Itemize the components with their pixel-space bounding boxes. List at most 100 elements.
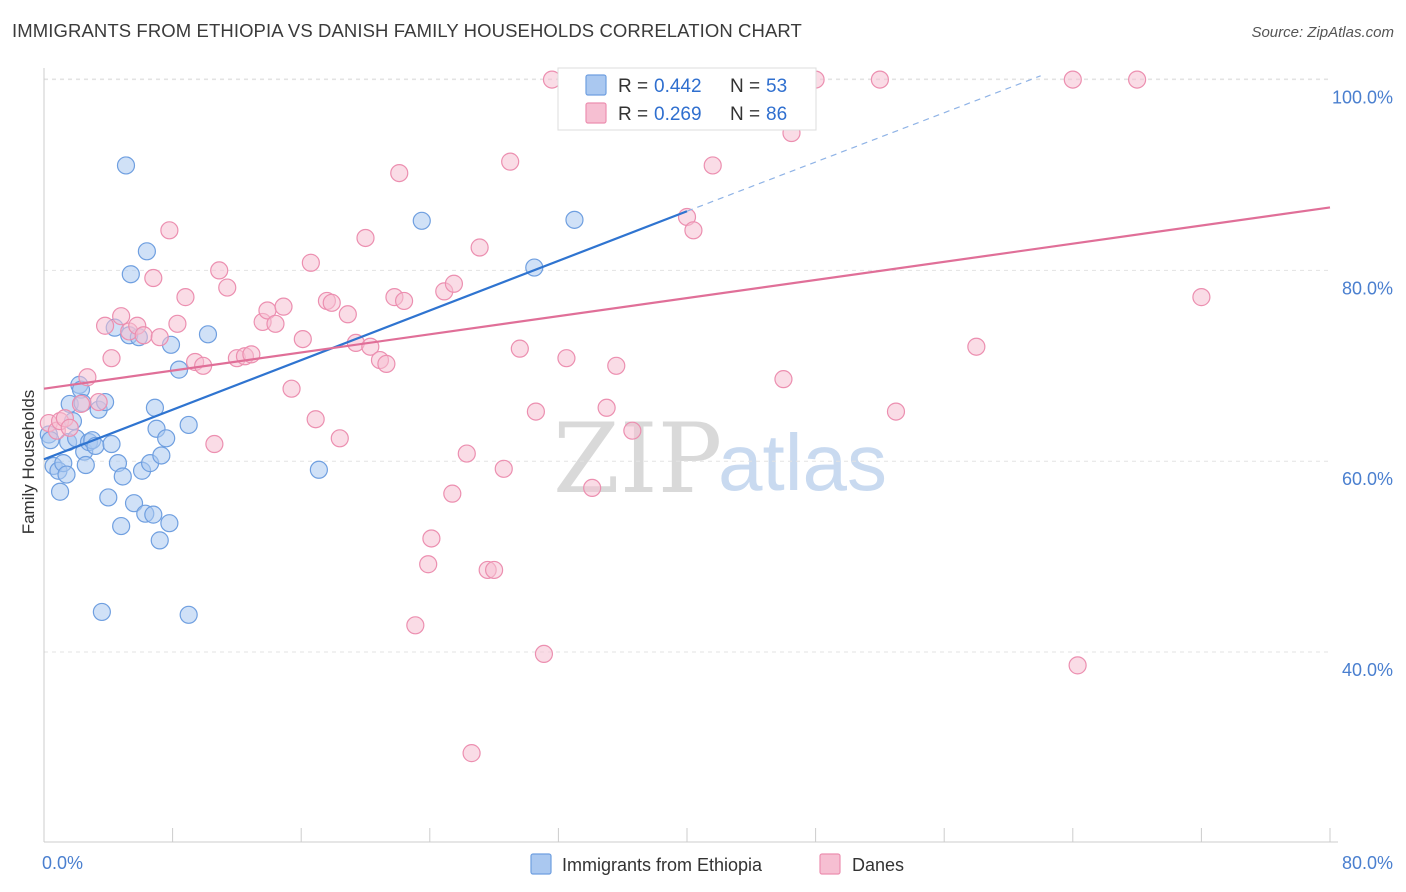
ethiopia-point-27 <box>121 265 140 284</box>
danes-point-53 <box>457 444 476 463</box>
source-label: Source: ZipAtlas.com <box>1251 24 1394 41</box>
legend-swatch-danes <box>585 102 607 124</box>
danes-point-9 <box>102 349 121 368</box>
danes-point-17 <box>168 314 187 333</box>
danes-point-40 <box>356 228 375 248</box>
trend-lines <box>43 75 1331 461</box>
danes-point-15 <box>150 328 169 347</box>
ethiopia-point-34 <box>144 505 163 524</box>
danes-point-18 <box>176 288 195 307</box>
ethiopia-point-28 <box>124 494 144 513</box>
danes-point-68 <box>623 421 642 440</box>
danes-point-82 <box>1063 70 1082 89</box>
x-tick-label-max: 80.0% <box>1342 853 1393 873</box>
danes-point-84 <box>1127 70 1147 89</box>
danes-point-38 <box>338 305 357 324</box>
danes-point-43 <box>377 354 396 373</box>
danes-point-61 <box>526 402 545 421</box>
ethiopia-point-19 <box>99 488 118 507</box>
danes-point-58 <box>494 459 513 478</box>
watermark-zip: ZIP <box>553 403 722 515</box>
danes-point-30 <box>274 297 293 316</box>
ethiopia-point-40 <box>160 514 179 533</box>
legend-swatch-ethiopia <box>585 74 607 96</box>
ethiopia-point-13 <box>76 455 95 475</box>
danes-point-60 <box>510 339 529 358</box>
y-axis-label: Family Households <box>19 390 38 535</box>
trend-line-danes <box>43 206 1331 390</box>
chart-title: IMMIGRANTS FROM ETHIOPIA VS DANISH FAMIL… <box>12 20 802 41</box>
ethiopia-point-38 <box>152 446 171 465</box>
watermark-atlas: atlas <box>718 418 887 507</box>
ethiopia-point-48 <box>565 210 584 229</box>
trend-line-ethiopia-extension <box>686 75 1041 212</box>
danes-point-36 <box>322 293 341 312</box>
legend-r-label-danes: R = <box>618 104 648 125</box>
danes-point-85 <box>1192 288 1211 307</box>
danes-point-59 <box>501 152 520 171</box>
ethiopia-point-23 <box>112 516 131 536</box>
legend-r-label-ethiopia: R = <box>618 76 648 97</box>
bottom-legend-swatch-danes <box>819 853 841 875</box>
danes-point-22 <box>210 261 229 280</box>
danes-point-10 <box>112 307 131 326</box>
danes-point-66 <box>597 398 616 417</box>
danes-point-46 <box>390 163 409 183</box>
danes-point-4 <box>60 418 79 437</box>
danes-point-80 <box>886 402 906 421</box>
ethiopia-point-32 <box>137 242 156 261</box>
danes-point-64 <box>557 349 576 368</box>
danes-point-47 <box>406 616 425 635</box>
legend-n-value-danes: 86 <box>766 104 787 125</box>
danes-point-81 <box>967 337 986 356</box>
ethiopia-point-49 <box>92 602 111 622</box>
danes-point-29 <box>266 314 285 333</box>
danes-point-34 <box>306 410 325 429</box>
bottom-legend-swatch-ethiopia <box>530 853 552 875</box>
danes-point-31 <box>282 379 301 398</box>
series-ethiopia-points <box>39 156 584 624</box>
ethiopia-point-45 <box>309 460 328 479</box>
danes-point-48 <box>419 555 438 574</box>
danes-point-21 <box>205 434 224 454</box>
y-tick-label-40: 40.0% <box>1342 660 1393 680</box>
danes-point-16 <box>160 221 179 240</box>
danes-point-5 <box>71 394 91 414</box>
danes-point-79 <box>870 70 890 89</box>
danes-point-72 <box>684 221 703 240</box>
x-tick-label-min: 0.0% <box>42 853 83 873</box>
danes-point-13 <box>134 326 153 345</box>
danes-point-54 <box>462 744 481 763</box>
ethiopia-point-43 <box>179 415 198 435</box>
legend-r-value-danes: 0.269 <box>654 104 702 125</box>
danes-point-37 <box>330 429 349 448</box>
danes-point-23 <box>218 278 237 297</box>
danes-point-57 <box>485 560 504 580</box>
ethiopia-point-37 <box>150 531 169 550</box>
legend-r-value-ethiopia: 0.442 <box>654 76 702 97</box>
legend-n-label-ethiopia: N = <box>730 76 760 97</box>
ethiopia-point-24 <box>113 467 132 486</box>
bottom-legend-label-ethiopia: Immigrants from Ethiopia <box>562 855 763 875</box>
y-tick-label-60: 60.0% <box>1342 469 1393 489</box>
ethiopia-point-44 <box>198 325 218 344</box>
danes-point-73 <box>703 156 722 175</box>
axes: 40.0% 60.0% 80.0% 100.0% 0.0% 80.0% <box>42 68 1393 873</box>
ethiopia-point-20 <box>102 434 121 454</box>
danes-point-49 <box>422 529 441 548</box>
legend-n-label-danes: N = <box>730 104 760 125</box>
danes-point-55 <box>470 238 489 257</box>
danes-point-76 <box>774 370 793 389</box>
danes-point-45 <box>394 291 414 311</box>
ethiopia-point-6 <box>57 465 76 484</box>
danes-point-32 <box>293 329 312 349</box>
ethiopia-point-39 <box>157 429 176 448</box>
series-legend: Immigrants from Ethiopia Danes <box>530 853 904 875</box>
danes-point-65 <box>583 478 602 498</box>
ethiopia-point-50 <box>179 605 198 624</box>
bottom-legend-label-danes: Danes <box>852 855 904 875</box>
danes-point-33 <box>301 253 320 272</box>
stats-legend: R = 0.442 N = 53 R = 0.269 N = 86 <box>557 67 817 131</box>
danes-point-52 <box>444 274 464 293</box>
